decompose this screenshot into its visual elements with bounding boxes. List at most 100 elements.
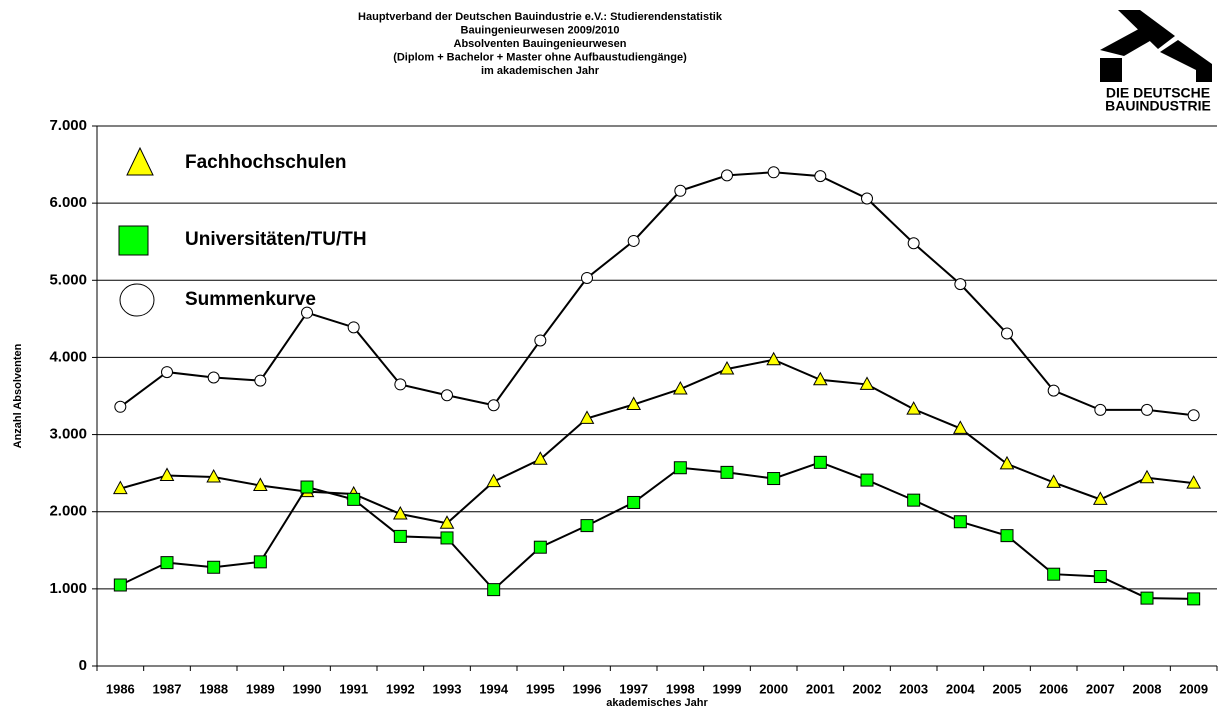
- data-point: [1092, 491, 1108, 505]
- x-tick-label: 2000: [759, 681, 788, 696]
- data-point: [579, 410, 595, 424]
- data-point: [767, 166, 780, 179]
- x-tick-label: 2005: [993, 681, 1022, 696]
- series-line: [119, 171, 1194, 417]
- data-point: [441, 389, 453, 402]
- y-tick-label: 1.000: [49, 580, 87, 597]
- data-point: [906, 401, 922, 415]
- data-point: [1000, 529, 1014, 543]
- data-point: [347, 492, 361, 506]
- data-point: [486, 473, 502, 488]
- x-tick-label: 2008: [1133, 681, 1162, 696]
- y-tick-label: 3.000: [49, 426, 87, 443]
- data-point: [674, 184, 687, 197]
- data-point: [1094, 403, 1107, 416]
- data-point: [813, 455, 827, 469]
- data-point: [534, 334, 547, 347]
- logo: DIE DEUTSCHE BAUINDUSTRIE: [1100, 10, 1212, 114]
- data-point: [1046, 474, 1062, 488]
- data-point: [207, 371, 220, 384]
- data-point: [721, 169, 733, 182]
- logo-text: BAUINDUSTRIE: [1105, 98, 1211, 114]
- data-point: [626, 396, 642, 410]
- data-point: [253, 555, 267, 569]
- data-point: [1139, 469, 1155, 484]
- data-point: [533, 540, 547, 554]
- legend-label: Summenkurve: [185, 289, 316, 310]
- x-tick-label: 1994: [479, 681, 509, 696]
- series-line: [120, 358, 1194, 525]
- x-tick-label: 1989: [246, 681, 275, 696]
- data-point: [440, 531, 454, 545]
- data-point: [114, 400, 127, 413]
- data-point: [252, 477, 268, 491]
- data-point: [860, 473, 874, 487]
- data-point: [112, 480, 128, 495]
- data-point: [487, 399, 500, 412]
- x-tick-label: 1990: [293, 681, 322, 696]
- x-tick-label: 1999: [713, 681, 742, 696]
- data-point: [859, 376, 875, 390]
- legend-marker: [119, 283, 155, 317]
- logo-shape: [1100, 58, 1122, 82]
- data-point: [159, 467, 175, 481]
- x-tick-label: 2002: [853, 681, 882, 696]
- y-tick-label: 6.000: [49, 194, 87, 211]
- data-point: [1140, 591, 1154, 605]
- y-tick-label: 2.000: [49, 503, 87, 520]
- y-axis-label: Anzahl Absolventen: [12, 343, 24, 448]
- data-point: [581, 271, 593, 284]
- x-tick-label: 1993: [433, 681, 462, 696]
- data-point: [113, 578, 127, 592]
- logo-text: DIE DEUTSCHE: [1106, 85, 1210, 101]
- chart-title: Hauptverband der Deutschen Bauindustrie …: [358, 11, 723, 23]
- x-tick-label: 1996: [573, 681, 602, 696]
- data-point: [160, 556, 174, 570]
- data-point: [812, 371, 828, 386]
- x-tick-label: 2003: [899, 681, 928, 696]
- data-point: [161, 366, 173, 379]
- y-tick-label: 5.000: [49, 271, 87, 288]
- data-point: [1187, 592, 1201, 606]
- x-tick-label: 1987: [153, 681, 182, 696]
- data-point: [999, 455, 1015, 470]
- data-point: [720, 465, 734, 479]
- data-point: [861, 192, 873, 205]
- data-point: [532, 451, 548, 465]
- x-tick-label: 1992: [386, 681, 415, 696]
- data-point: [301, 306, 313, 319]
- x-tick-label: 2001: [806, 681, 835, 696]
- data-point: [487, 583, 501, 597]
- data-point: [907, 237, 920, 250]
- chart-title: im akademischen Jahr: [481, 65, 600, 77]
- legend-label: Universitäten/TU/TH: [185, 229, 367, 250]
- x-tick-label: 1991: [339, 681, 368, 696]
- series-line: [119, 461, 1194, 600]
- data-point: [719, 360, 735, 375]
- data-point: [1141, 403, 1153, 416]
- x-tick-label: 2007: [1086, 681, 1115, 696]
- data-point: [393, 529, 407, 543]
- data-point: [907, 493, 921, 507]
- data-point: [627, 234, 640, 247]
- data-point: [673, 461, 687, 475]
- data-point: [347, 321, 360, 334]
- data-point: [254, 374, 267, 387]
- x-tick-label: 2004: [946, 681, 976, 696]
- data-point: [1093, 570, 1107, 584]
- x-tick-label: 1998: [666, 681, 695, 696]
- legend-marker: [118, 225, 149, 256]
- data-point: [207, 560, 221, 574]
- data-point: [1186, 475, 1202, 489]
- data-point: [767, 472, 781, 486]
- x-tick-label: 1995: [526, 681, 555, 696]
- logo-shape: [1100, 24, 1162, 56]
- x-tick-label: 2006: [1039, 681, 1068, 696]
- x-tick-label: 1997: [619, 681, 648, 696]
- data-point: [394, 378, 407, 391]
- legend-label: Fachhochschulen: [185, 152, 347, 173]
- logo-shape: [1160, 40, 1212, 82]
- data-point: [1047, 567, 1061, 581]
- x-tick-label: 1988: [199, 681, 228, 696]
